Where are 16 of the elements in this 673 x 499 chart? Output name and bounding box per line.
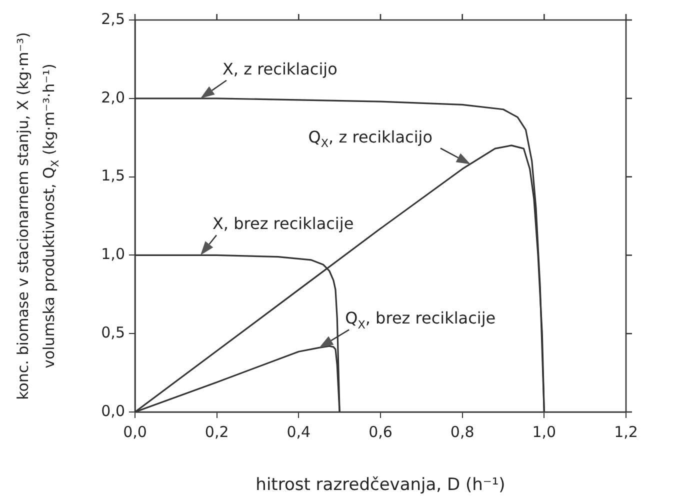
x-tick-label: 0,6 — [368, 422, 392, 441]
annotation: X, brez reciklacije — [212, 214, 354, 234]
x-axis-title: hitrost razredčevanja, D (h⁻¹) — [256, 475, 506, 495]
y-tick-label: 1,0 — [101, 245, 125, 264]
y-tick-label: 2,5 — [101, 10, 125, 28]
x-tick-label: 1,0 — [532, 422, 556, 441]
x-tick-label: 0,0 — [123, 422, 147, 441]
y-tick-label: 0,5 — [101, 323, 125, 342]
x-tick-label: 0,8 — [450, 422, 474, 441]
y-tick-label: 1,5 — [101, 166, 125, 185]
y-tick-label: 0,0 — [101, 402, 125, 420]
annotation: X, z reciklacijo — [222, 59, 338, 78]
x-tick-label: 1,2 — [614, 422, 638, 441]
y-tick-label: 2,0 — [101, 88, 125, 106]
x-tick-label: 0,4 — [286, 422, 311, 441]
x-tick-label: 0,2 — [204, 422, 229, 441]
